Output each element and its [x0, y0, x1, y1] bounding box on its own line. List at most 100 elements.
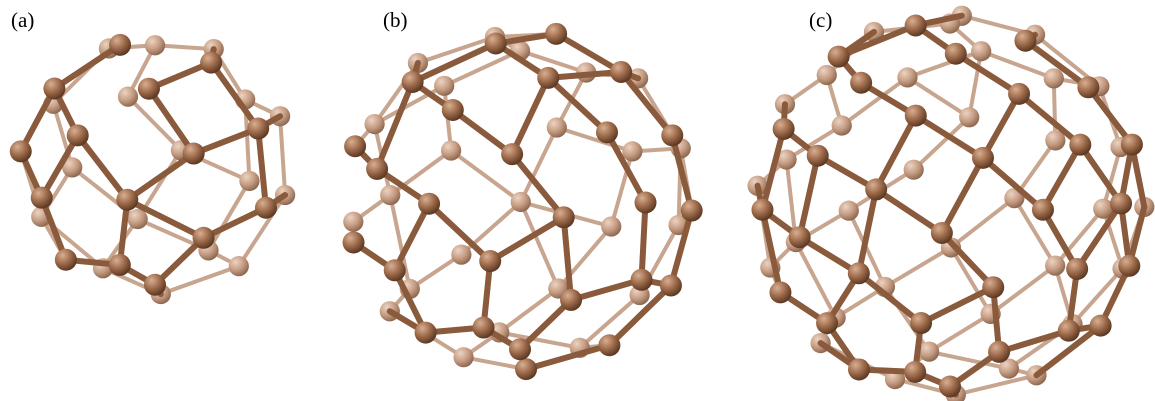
front-bond — [51, 41, 124, 92]
front-atom — [971, 146, 994, 169]
front-atom — [1031, 198, 1054, 221]
front-atom — [930, 222, 953, 245]
front-bond — [545, 68, 625, 81]
back-bond — [839, 75, 910, 128]
back-bond — [609, 149, 635, 229]
front-atom — [43, 77, 66, 100]
front-bond — [1039, 206, 1081, 272]
front-atom — [200, 51, 223, 74]
front-atom — [254, 196, 277, 219]
front-bond — [1074, 200, 1125, 272]
front-atom — [1014, 29, 1037, 52]
panel-c: (c) — [740, 0, 1155, 401]
front-bond — [638, 199, 649, 283]
front-atom — [630, 268, 653, 291]
back-bond — [927, 349, 1011, 371]
back-atom — [343, 211, 364, 232]
front-bond — [208, 59, 262, 132]
back-bond — [554, 125, 635, 154]
front-atom — [1057, 319, 1080, 342]
front-atom — [144, 273, 166, 296]
panel-c-label: (c) — [809, 8, 833, 32]
front-atom — [366, 157, 389, 180]
front-atom — [484, 32, 507, 55]
front-atom — [1110, 192, 1133, 215]
back-bond — [948, 245, 993, 316]
front-atom — [772, 117, 795, 140]
back-atom — [117, 86, 139, 107]
front-bond — [952, 50, 1023, 97]
back-bond — [988, 263, 1058, 316]
front-atom — [598, 334, 621, 357]
back-atom — [239, 170, 260, 192]
panel-a-label: (a) — [11, 8, 35, 32]
front-atom — [383, 259, 406, 282]
front-bond — [145, 59, 215, 92]
back-atom — [622, 141, 643, 162]
front-atom — [552, 206, 575, 229]
back-bond — [905, 49, 984, 80]
front-atom — [30, 186, 53, 209]
back-atom — [451, 244, 472, 265]
molecule-b-image — [342, 22, 703, 381]
front-atom — [509, 338, 531, 361]
front-atom — [850, 71, 873, 94]
front-atom — [441, 98, 464, 121]
front-bond — [74, 132, 131, 203]
front-atom — [680, 199, 703, 222]
front-bond — [918, 284, 997, 327]
back-bond — [497, 286, 561, 335]
front-bond — [979, 154, 1046, 213]
back-bond — [407, 252, 464, 291]
front-bond — [979, 90, 1023, 161]
front-atom — [910, 312, 933, 335]
front-atom — [904, 360, 927, 383]
front-bond — [873, 186, 945, 237]
front-bond — [509, 74, 552, 158]
back-atom — [776, 149, 797, 170]
front-atom — [595, 121, 618, 144]
back-bond — [442, 48, 522, 88]
back-atom — [62, 157, 83, 178]
back-bond — [577, 293, 642, 350]
front-bond — [873, 112, 919, 193]
back-bond — [518, 125, 559, 204]
front-bond — [509, 151, 567, 221]
front-bond — [124, 150, 197, 203]
back-atom — [1043, 68, 1064, 89]
back-bond — [1070, 266, 1125, 327]
back-bond — [882, 245, 953, 289]
panel-b: (b) — [330, 0, 710, 401]
front-atom — [342, 231, 365, 254]
front-bond — [38, 194, 69, 263]
front-bond — [391, 200, 433, 274]
back-atom — [971, 41, 992, 62]
front-bond — [759, 206, 784, 296]
front-atom — [982, 276, 1005, 299]
back-bond — [979, 49, 1056, 81]
back-atom — [838, 200, 859, 221]
back-bond — [497, 330, 582, 350]
molecule-c-image — [747, 5, 1155, 401]
back-bond — [927, 311, 993, 354]
front-atom — [66, 124, 89, 147]
front-atom — [659, 274, 682, 297]
front-bond — [796, 152, 821, 241]
front-atom — [137, 77, 160, 100]
back-bond — [388, 148, 454, 198]
back-bond — [518, 48, 589, 75]
molecule-a-image — [9, 33, 296, 305]
back-atom — [998, 358, 1020, 379]
back-bond — [158, 264, 241, 297]
front-atom — [401, 71, 424, 94]
front-bond — [1097, 262, 1133, 329]
front-bond — [553, 30, 625, 75]
front-bond — [855, 270, 925, 327]
front-bond — [480, 258, 494, 331]
front-bond — [124, 196, 207, 241]
front-bond — [200, 204, 269, 241]
back-bond — [372, 83, 447, 127]
front-bond — [759, 125, 787, 213]
front-atom — [806, 144, 829, 167]
front-atom — [479, 250, 502, 273]
